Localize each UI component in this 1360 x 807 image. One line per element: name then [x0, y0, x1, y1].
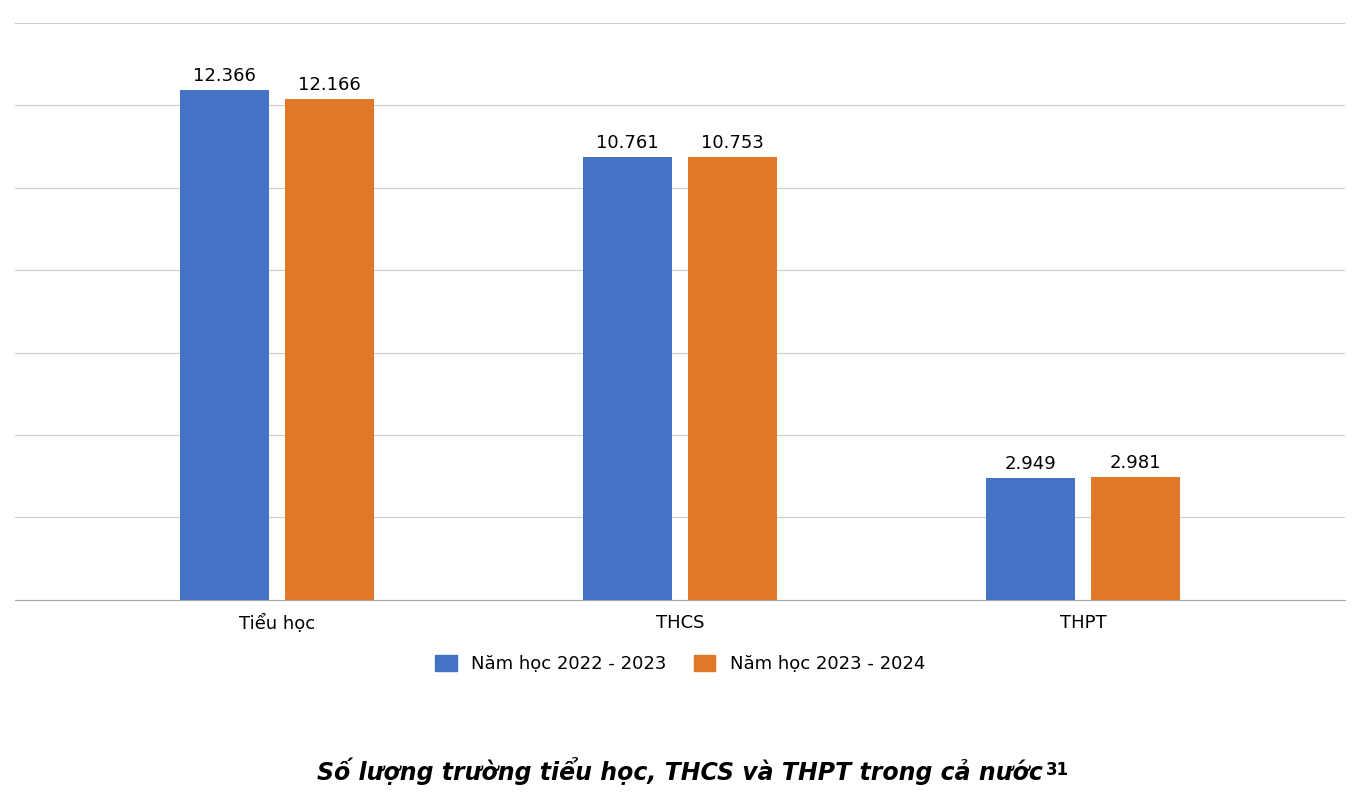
Text: Số lượng trường tiểu học, THCS và THPT trong cả nước: Số lượng trường tiểu học, THCS và THPT t…: [317, 757, 1043, 784]
Text: 10.761: 10.761: [596, 133, 658, 152]
Bar: [181, 90, 269, 600]
Text: 12.166: 12.166: [298, 76, 360, 94]
Text: 10.753: 10.753: [700, 134, 764, 152]
Bar: [688, 157, 777, 600]
Text: 2.949: 2.949: [1005, 455, 1057, 474]
Bar: [986, 479, 1074, 600]
Text: 2.981: 2.981: [1110, 454, 1161, 472]
Bar: [583, 157, 672, 600]
Text: 12.366: 12.366: [193, 68, 256, 86]
Text: 31: 31: [1046, 761, 1069, 779]
Legend: Năm học 2022 - 2023, Năm học 2023 - 2024: Năm học 2022 - 2023, Năm học 2023 - 2024: [428, 647, 932, 680]
Bar: [1091, 477, 1179, 600]
Bar: [286, 98, 374, 600]
